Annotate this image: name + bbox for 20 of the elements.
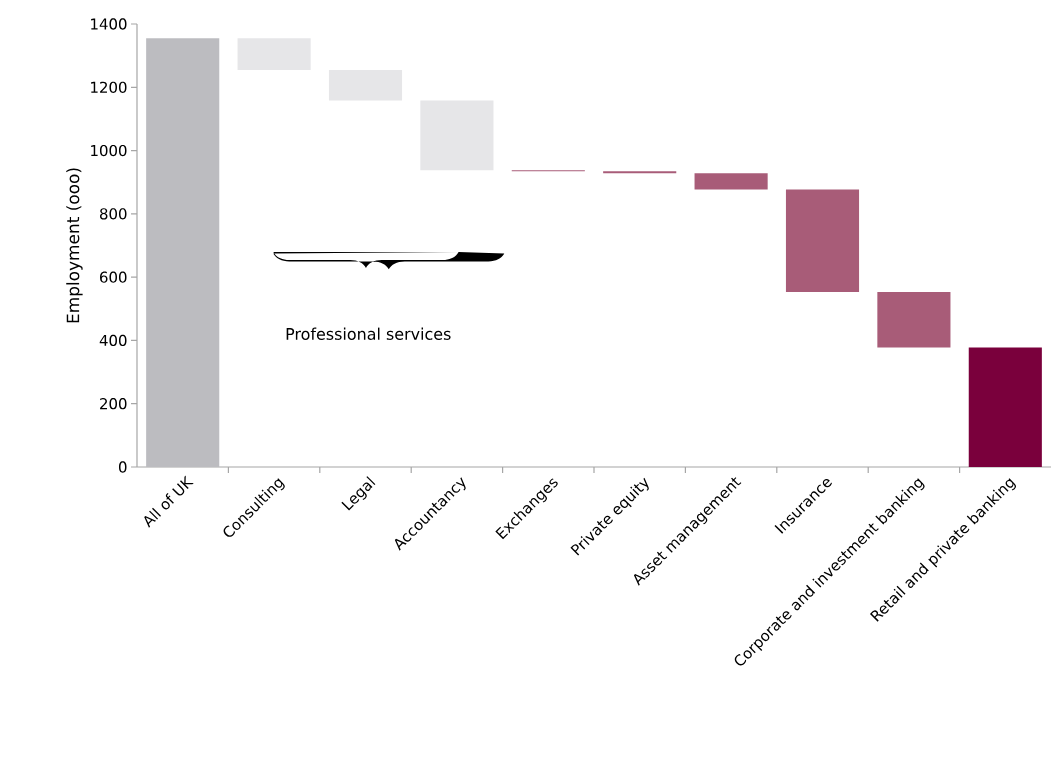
bar — [420, 100, 494, 171]
bar — [237, 38, 311, 70]
y-tick-label: 400 — [99, 334, 127, 347]
y-tick-label: 1200 — [91, 81, 127, 93]
annotation: Professional services — [286, 327, 451, 340]
bar — [785, 189, 860, 293]
bar — [968, 347, 1042, 467]
y-tick-label: 0 — [118, 461, 127, 473]
y-tick-label: 800 — [100, 208, 127, 220]
y-tick-label: 1000 — [91, 144, 127, 157]
bar — [146, 38, 220, 467]
bar — [328, 69, 403, 101]
y-axis-title: Employment (ooo) — [66, 168, 83, 323]
bar — [603, 171, 677, 174]
y-tick-label: 1400 — [91, 18, 127, 30]
bar — [694, 173, 768, 190]
x-tick-label: All of UK — [144, 475, 194, 528]
bar — [877, 292, 951, 348]
y-tick-label: 600 — [100, 271, 127, 283]
y-tick-label: 200 — [100, 398, 127, 410]
